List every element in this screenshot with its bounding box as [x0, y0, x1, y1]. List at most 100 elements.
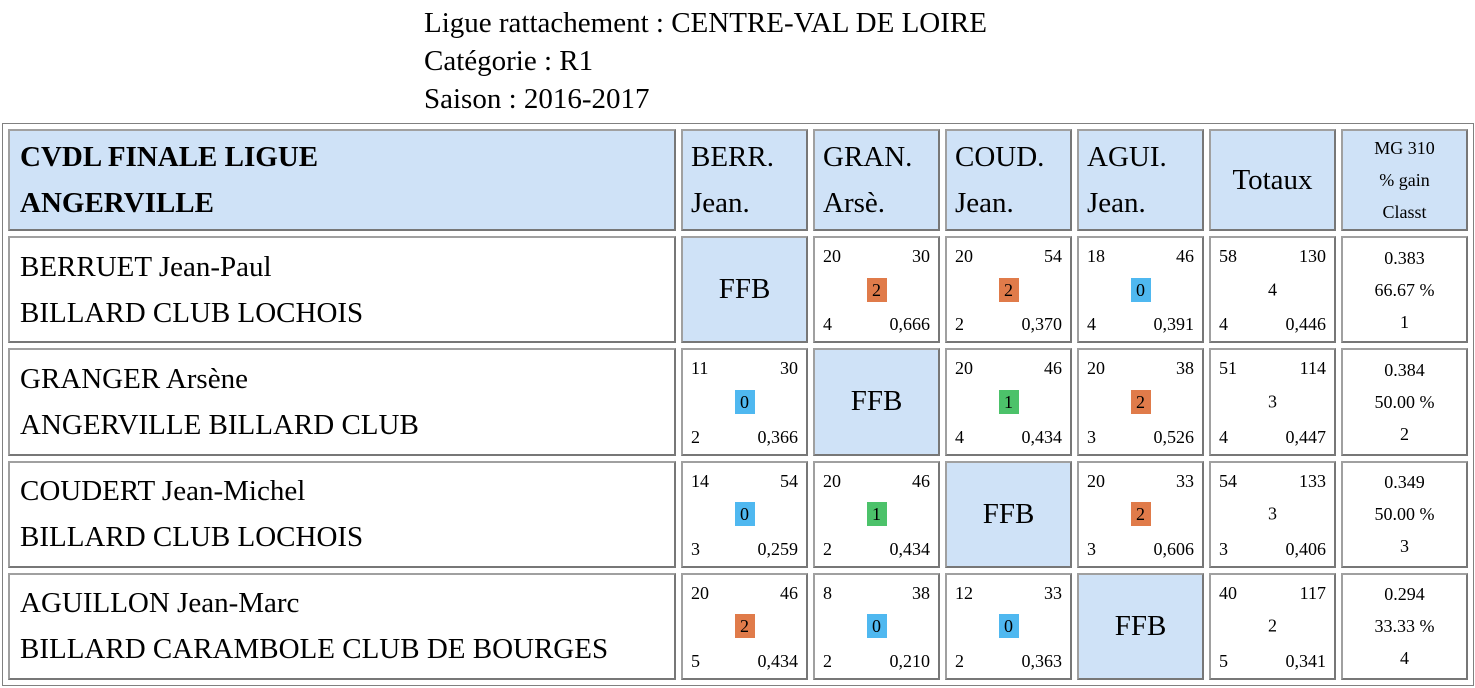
column-header-line-2: Jean.: [691, 187, 750, 220]
match-cell: 18 46 0 4 0,391: [1077, 236, 1204, 344]
column-header-line-1: BERR.: [691, 141, 774, 174]
match-points-scored: 12: [955, 582, 973, 603]
match-points-badge: 0: [998, 614, 1019, 639]
ranking: 3: [1400, 536, 1409, 557]
match-points-scored: 20: [955, 246, 973, 267]
match-average: 0,434: [1021, 426, 1063, 447]
total-high-run: 3: [1219, 538, 1228, 559]
mg-cell: 0.384 50.00 % 2: [1341, 348, 1468, 456]
column-header-gran: GRAN. Arsè.: [813, 129, 940, 232]
match-average: 0,210: [889, 651, 931, 671]
player-name: GRANGER Arsène: [20, 362, 248, 395]
match-cell: 20 46 1 4 0,434: [945, 348, 1072, 456]
match-high-run: 2: [955, 314, 964, 335]
totals-header: Totaux: [1209, 129, 1336, 232]
match-innings: 33: [1044, 582, 1062, 603]
general-average: 0.349: [1384, 472, 1425, 493]
match-average: 0,526: [1153, 426, 1195, 447]
table-row: AGUILLON Jean-Marc BILLARD CARAMBOLE CLUB…: [8, 572, 1468, 680]
match-cell: 20 46 1 2 0,434: [813, 460, 940, 568]
match-average: 0,666: [889, 314, 931, 335]
mg-header-line-1: MG 310: [1374, 138, 1435, 159]
match-high-run: 2: [955, 651, 964, 671]
mg-header-line-3: Classt: [1382, 202, 1427, 223]
win-percentage: 66.67 %: [1374, 279, 1435, 300]
match-points-scored: 20: [955, 358, 973, 379]
total-average: 0,447: [1285, 426, 1327, 447]
match-average: 0,434: [889, 538, 931, 559]
match-high-run: 4: [1087, 314, 1096, 335]
column-header-agui: AGUI. Jean.: [1077, 129, 1204, 232]
match-points-scored: 20: [823, 246, 841, 267]
player-cell: GRANGER Arsène ANGERVILLE BILLARD CLUB: [8, 348, 676, 456]
column-header-line-1: GRAN.: [823, 141, 913, 174]
match-innings: 46: [1044, 358, 1062, 379]
match-points-scored: 11: [691, 358, 709, 379]
match-high-run: 2: [691, 426, 700, 447]
match-cell: 20 33 2 3 0,606: [1077, 460, 1204, 568]
column-header-coud: COUD. Jean.: [945, 129, 1072, 232]
mg-cell: 0.383 66.67 % 1: [1341, 236, 1468, 344]
match-innings: 33: [1176, 470, 1194, 491]
total-innings: 114: [1299, 358, 1326, 379]
total-points: 58: [1219, 246, 1237, 267]
match-average: 0,259: [757, 538, 799, 559]
match-points-badge: 0: [734, 502, 755, 527]
match-high-run: 5: [691, 651, 700, 671]
match-cell: 11 30 0 2 0,366: [681, 348, 808, 456]
table-row: COUDERT Jean-Michel BILLARD CLUB LOCHOIS 1…: [8, 460, 1468, 568]
total-average: 0,341: [1285, 651, 1327, 671]
total-high-run: 4: [1219, 314, 1228, 335]
player-name: AGUILLON Jean-Marc: [20, 587, 300, 620]
ffb-cell: FFB: [1077, 572, 1204, 680]
match-points-badge: 2: [1130, 389, 1151, 414]
general-average: 0.383: [1384, 247, 1425, 268]
total-high-run: 4: [1219, 426, 1228, 447]
table-header-row: CVDL FINALE LIGUE ANGERVILLE BERR. Jean.…: [8, 129, 1468, 232]
match-average: 0,606: [1153, 538, 1195, 559]
ligue-line: Ligue rattachement : CENTRE-VAL DE LOIRE: [424, 7, 987, 39]
match-points-scored: 20: [691, 582, 709, 603]
match-cell: 20 54 2 2 0,370: [945, 236, 1072, 344]
match-high-run: 4: [823, 314, 832, 335]
player-name: BERRUET Jean-Paul: [20, 250, 272, 283]
table-row: GRANGER Arsène ANGERVILLE BILLARD CLUB 11 3…: [8, 348, 1468, 456]
player-cell: COUDERT Jean-Michel BILLARD CLUB LOCHOIS: [8, 460, 676, 568]
total-innings: 133: [1299, 470, 1326, 491]
results-table: CVDL FINALE LIGUE ANGERVILLE BERR. Jean.…: [2, 123, 1474, 686]
match-points-badge: 1: [998, 389, 1019, 414]
match-points-badge: 2: [866, 277, 887, 302]
total-points: 54: [1219, 470, 1237, 491]
player-cell: AGUILLON Jean-Marc BILLARD CARAMBOLE CLUB…: [8, 572, 676, 680]
match-average: 0,363: [1021, 651, 1063, 671]
mg-cell: 0.294 33.33 % 4: [1341, 572, 1468, 680]
total-match-points: 4: [1268, 279, 1277, 300]
match-points-badge: 1: [866, 502, 887, 527]
table-row: BERRUET Jean-Paul BILLARD CLUB LOCHOIS FFB…: [8, 236, 1468, 344]
match-high-run: 2: [823, 538, 832, 559]
match-points-scored: 20: [823, 470, 841, 491]
match-high-run: 3: [691, 538, 700, 559]
column-header-line-1: COUD.: [955, 141, 1045, 174]
match-high-run: 3: [1087, 538, 1096, 559]
player-club: BILLARD CLUB LOCHOIS: [20, 521, 364, 554]
mg-header-line-2: % gain: [1379, 170, 1430, 191]
saison-line: Saison : 2016-2017: [424, 83, 650, 115]
match-innings: 54: [1044, 246, 1062, 267]
match-points-badge: 2: [1130, 502, 1151, 527]
match-innings: 30: [780, 358, 798, 379]
win-percentage: 50.00 %: [1374, 504, 1435, 525]
total-points: 51: [1219, 358, 1237, 379]
categorie-line: Catégorie : R1: [424, 45, 594, 77]
total-innings: 117: [1299, 582, 1326, 603]
column-header-line-2: Arsè.: [823, 187, 886, 220]
totals-cell: 54 133 3 3 0,406: [1209, 460, 1336, 568]
ranking: 1: [1400, 311, 1409, 332]
column-header-line-2: Jean.: [1087, 187, 1146, 220]
title-line-1: CVDL FINALE LIGUE: [20, 141, 319, 174]
match-points-badge: 0: [734, 389, 755, 414]
match-innings: 46: [780, 582, 798, 603]
match-average: 0,434: [757, 651, 799, 671]
table-title: CVDL FINALE LIGUE ANGERVILLE: [8, 129, 676, 232]
match-innings: 46: [1176, 246, 1194, 267]
